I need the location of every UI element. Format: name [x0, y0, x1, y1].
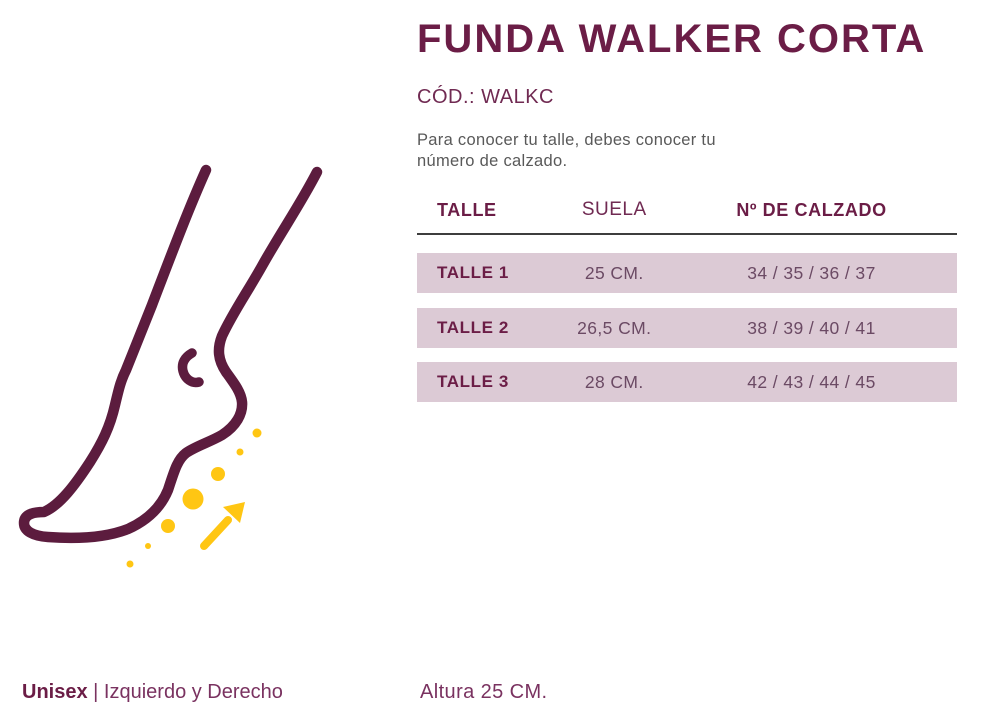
row-size-label: TALLE 2 [437, 318, 509, 337]
row-size-label: TALLE 1 [437, 263, 509, 282]
row-shoe-numbers: 34 / 35 / 36 / 37 [747, 262, 876, 283]
foot-contour-line [18, 164, 323, 544]
product-code: CÓD.: WALKC [417, 86, 554, 108]
row-sole-value: 28 CM. [584, 371, 644, 392]
sparkle-dot [161, 519, 175, 533]
header-separator-line [417, 233, 957, 235]
row-sole-value: 26,5 CM. [577, 317, 652, 338]
page-title: FUNDA WALKER CORTA [417, 17, 927, 61]
row-shoe-numbers: 38 / 39 / 40 / 41 [747, 317, 876, 338]
size-table-header: TALLE SUELA Nº DE CALZADO [417, 198, 957, 222]
product-info-column: FUNDA WALKER CORTA CÓD.: WALKC Para cono… [417, 0, 957, 402]
size-table: TALLE SUELA Nº DE CALZADO TALLE 1 25 CM.… [417, 198, 957, 402]
height-label: Altura 25 CM. [420, 681, 548, 703]
table-row: TALLE 1 25 CM. 34 / 35 / 36 / 37 [417, 253, 957, 293]
sparkle-dot [126, 560, 134, 568]
sparkle-dot [236, 448, 244, 456]
table-row: TALLE 2 26,5 CM. 38 / 39 / 40 / 41 [417, 308, 957, 348]
footer-separator: | [93, 681, 99, 703]
foot-illustration [18, 164, 323, 568]
column-header-calzado: Nº DE CALZADO [736, 199, 887, 220]
sparkle-dots [126, 428, 262, 568]
gender-and-sides-label: Unisex | Izquierdo y Derecho [22, 679, 283, 705]
direction-arrow-head [223, 502, 245, 523]
sparkle-dot [211, 467, 225, 481]
description-line: número de calzado. [417, 152, 568, 170]
ankle-bone-arc [177, 348, 204, 388]
sparkle-dot [145, 543, 151, 549]
column-header-talle: TALLE [437, 199, 497, 220]
description-line: Para conocer tu talle, debes conocer tu [417, 131, 716, 149]
table-row: TALLE 3 28 CM. 42 / 43 / 44 / 45 [417, 362, 957, 402]
row-size-label: TALLE 3 [437, 372, 509, 391]
gender-label: Unisex [22, 681, 88, 703]
direction-arrow-icon [200, 516, 232, 550]
sparkle-dot [182, 488, 204, 510]
foot-outline [18, 164, 323, 544]
row-sole-value: 25 CM. [584, 262, 644, 283]
row-shoe-numbers: 42 / 43 / 44 / 45 [747, 371, 876, 392]
column-header-suela: SUELA [581, 199, 647, 220]
description: Para conocer tu talle, debes conocer tu … [417, 130, 957, 172]
sides-label: Izquierdo y Derecho [98, 681, 283, 703]
sparkle-dot [252, 428, 262, 438]
